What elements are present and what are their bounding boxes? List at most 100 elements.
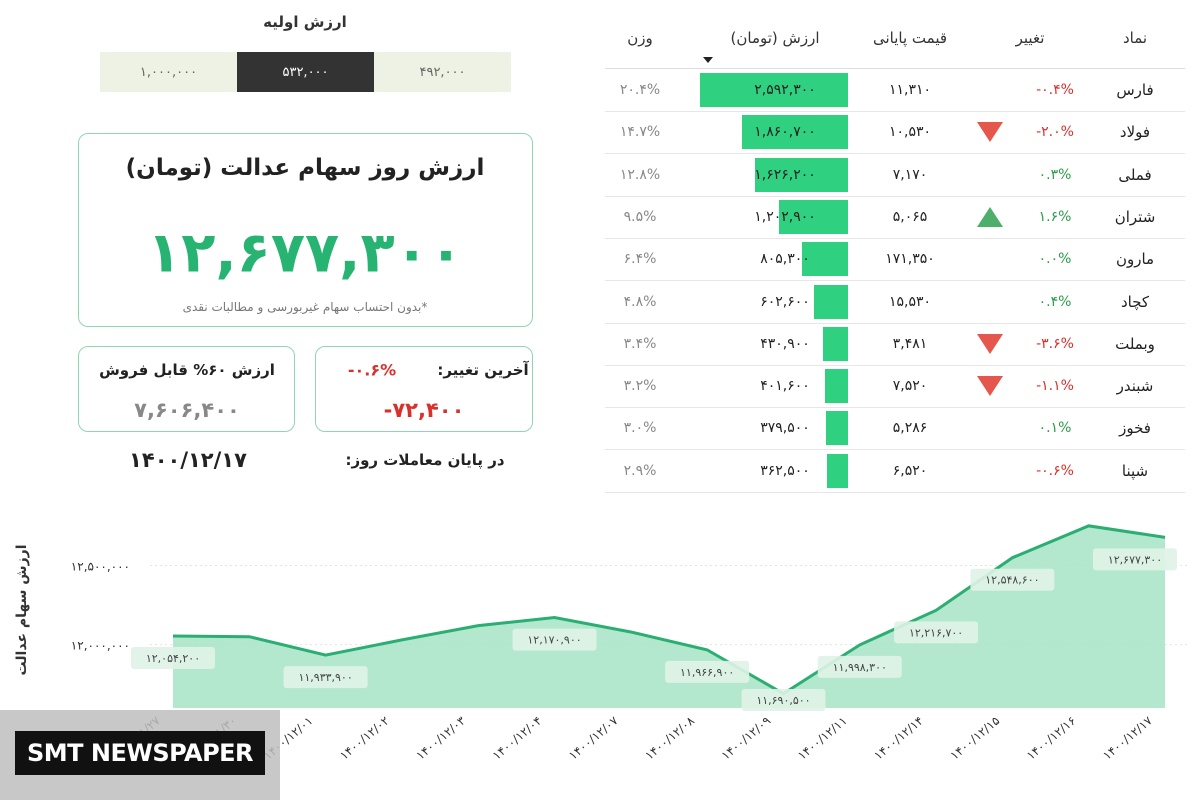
value: ۳۷۹,۵۰۰ bbox=[760, 420, 810, 437]
value: ۴۰۱,۶۰۰ bbox=[760, 378, 810, 395]
table-header[interactable]: ارزش (تومان) bbox=[730, 29, 820, 47]
data-label: ۱۱,۹۳۳,۹۰۰ bbox=[298, 671, 352, 684]
change: ۰.۱% bbox=[1038, 420, 1072, 437]
change-amount: -۷۲,۴۰۰ bbox=[383, 398, 465, 422]
x-tick-label: ۱۴۰۰/۱۲/۱۷ bbox=[1100, 713, 1155, 762]
close-price: ۶,۵۲۰ bbox=[892, 462, 928, 479]
weight: ۳.۴% bbox=[623, 335, 657, 352]
value-option[interactable]: ۵۳۲,۰۰۰ bbox=[237, 52, 374, 92]
weight: ۳.۰% bbox=[623, 420, 657, 437]
area bbox=[173, 525, 1165, 708]
line bbox=[172, 524, 1166, 696]
weight: ۲۰.۴% bbox=[619, 82, 661, 98]
value-option[interactable]: ۱,۰۰۰,۰۰۰ bbox=[100, 52, 237, 92]
change-card bbox=[315, 346, 533, 432]
row-rule bbox=[605, 322, 1185, 324]
symbol[interactable]: فارس bbox=[1116, 81, 1154, 99]
change: ۰.۴% bbox=[1038, 293, 1072, 310]
data-label: ۱۲,۱۷۰,۹۰۰ bbox=[527, 634, 581, 647]
change: -۰.۶% bbox=[1036, 462, 1074, 479]
close-price: ۳,۴۸۱ bbox=[892, 335, 928, 352]
summary-title: ارزش روز سهام عدالت (تومان) bbox=[125, 155, 485, 181]
value: ۲,۵۹۲,۳۰۰ bbox=[754, 82, 816, 98]
sellable-value: ۷,۶۰۶,۴۰۰ bbox=[134, 398, 240, 422]
data-label: ۱۱,۹۹۸,۳۰۰ bbox=[833, 661, 887, 674]
watermark: SMT NEWSPAPER bbox=[15, 731, 265, 775]
value-bar bbox=[802, 242, 848, 277]
sellable-label: ارزش ۶۰% قابل فروش bbox=[99, 361, 275, 379]
value-option[interactable]: ۴۹۲,۰۰۰ bbox=[374, 52, 511, 92]
data-label: ۱۲,۰۵۴,۲۰۰ bbox=[146, 652, 200, 665]
row-rule bbox=[605, 280, 1185, 282]
x-tick-label: ۱۴۰۰/۱۲/۰۷ bbox=[566, 713, 621, 762]
data-label-bg bbox=[512, 628, 597, 651]
y-tick-label: ۱۲,۰۰۰,۰۰۰ bbox=[71, 639, 130, 653]
symbol[interactable]: مارون bbox=[1115, 250, 1155, 269]
change: ۰.۳% bbox=[1038, 166, 1072, 183]
symbol[interactable]: فولاد bbox=[1119, 123, 1151, 142]
symbol[interactable]: شپنا bbox=[1121, 461, 1149, 480]
change-indicator bbox=[977, 206, 1003, 227]
data-label-bg bbox=[1093, 548, 1177, 571]
row-rule bbox=[605, 449, 1185, 451]
x-tick-label: ۱۴۰۰/۱۲/۱۵ bbox=[948, 714, 1003, 763]
sort-arrow bbox=[703, 57, 713, 63]
row-rule bbox=[605, 195, 1185, 197]
value-bar bbox=[825, 369, 848, 404]
table-header[interactable]: تغییر bbox=[1015, 29, 1045, 47]
symbol[interactable]: فملی bbox=[1118, 165, 1152, 184]
weight: ۴.۸% bbox=[623, 293, 657, 310]
symbol[interactable]: فخوز bbox=[1119, 419, 1151, 438]
close-price: ۱۷۱,۳۵۰ bbox=[885, 251, 935, 268]
change-indicator bbox=[977, 122, 1003, 143]
row-rule bbox=[605, 491, 1185, 493]
value-bar bbox=[741, 115, 848, 150]
sellable-card bbox=[78, 346, 295, 432]
x-tick-label: ۱۴۰۰/۱۲/۰۸ bbox=[642, 713, 697, 762]
weight: ۱۴.۷% bbox=[619, 124, 661, 141]
table-header[interactable]: نماد bbox=[1122, 29, 1148, 47]
y-tick-label: ۱۲,۵۰۰,۰۰۰ bbox=[71, 559, 130, 573]
close-price: ۷,۵۲۰ bbox=[892, 378, 928, 395]
value-bar bbox=[779, 199, 848, 234]
data-label: ۱۲,۶۷۷,۳۰۰ bbox=[1108, 553, 1162, 566]
data-label-bg bbox=[131, 647, 215, 670]
data-label-bg bbox=[817, 655, 902, 678]
data-label-bg bbox=[283, 666, 368, 689]
symbol[interactable]: کچاد bbox=[1120, 292, 1150, 311]
close-price: ۵,۰۶۵ bbox=[892, 208, 928, 225]
close-price: ۱۰,۵۳۰ bbox=[888, 124, 932, 141]
row-rule bbox=[605, 153, 1185, 155]
change: -۰.۴% bbox=[1036, 82, 1074, 98]
change-percent: -۰.۶% bbox=[347, 360, 397, 380]
table-header[interactable]: قیمت پایانی bbox=[872, 29, 948, 47]
y-axis-title: ارزش سهام عدالت bbox=[14, 544, 30, 675]
symbol[interactable]: شبندر bbox=[1116, 377, 1154, 396]
x-tick-label: ۱۴۰۰/۱۲/۱۱ bbox=[795, 714, 850, 763]
weight: ۱۲.۸% bbox=[619, 166, 661, 183]
weight: ۶.۴% bbox=[623, 251, 657, 268]
data-label: ۱۱,۶۹۰,۵۰۰ bbox=[756, 694, 810, 707]
change: ۱.۶% bbox=[1038, 208, 1072, 225]
weight: ۹.۵% bbox=[623, 208, 657, 225]
data-label: ۱۲,۵۴۸,۶۰۰ bbox=[985, 574, 1039, 587]
x-tick-label: ۱۴۰۰/۱۲/۰۴ bbox=[490, 714, 545, 763]
data-label: ۱۲,۲۱۶,۷۰۰ bbox=[909, 626, 963, 639]
symbol[interactable]: شتران bbox=[1114, 207, 1156, 226]
data-label-bg bbox=[970, 568, 1055, 591]
table-header[interactable]: وزن bbox=[627, 29, 653, 47]
change-indicator bbox=[977, 376, 1003, 397]
value: ۱,۶۲۶,۲۰۰ bbox=[754, 166, 816, 183]
change: -۱.۱% bbox=[1036, 378, 1074, 395]
value-bar bbox=[813, 284, 848, 319]
row-rule bbox=[605, 407, 1185, 409]
value: ۴۳۰,۹۰۰ bbox=[760, 335, 810, 352]
header-rule bbox=[605, 68, 1185, 69]
change: -۲.۰% bbox=[1036, 124, 1074, 141]
symbol[interactable]: وبملت bbox=[1115, 334, 1155, 353]
row-rule bbox=[605, 364, 1185, 366]
value: ۶۰۲,۶۰۰ bbox=[760, 293, 810, 310]
value-bar bbox=[755, 157, 848, 192]
change-label: آخرین تغییر: bbox=[437, 361, 529, 379]
